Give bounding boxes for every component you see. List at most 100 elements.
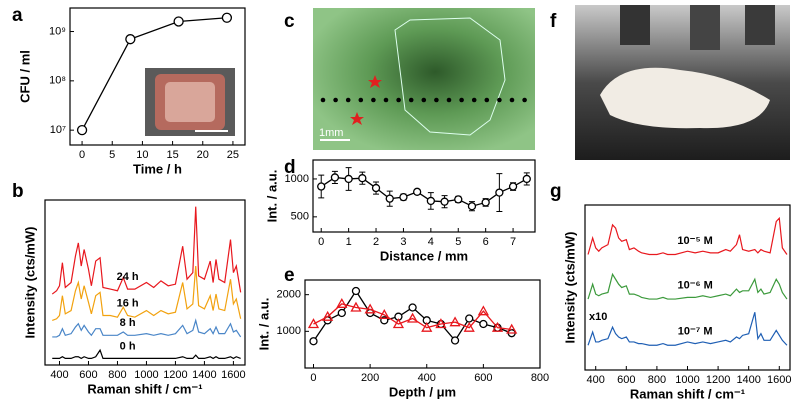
scan-dot <box>509 97 515 103</box>
y-tick-label: 10⁷ <box>50 124 66 136</box>
x-tick-label: 25 <box>227 149 239 161</box>
y-axis-label: Intensity (cts/mW) <box>22 227 37 339</box>
series-label: 0 h <box>120 340 136 352</box>
x-tick-label: 1400 <box>192 369 216 381</box>
x-tick-label: 800 <box>531 372 549 384</box>
marker <box>450 336 460 345</box>
x-axis-label: Time / h <box>133 161 182 176</box>
x-tick-label: 400 <box>50 369 68 381</box>
scan-dot <box>434 97 439 103</box>
marker <box>330 173 340 182</box>
x-tick-label: 3 <box>400 236 406 248</box>
marker <box>479 319 488 329</box>
marker <box>358 174 367 183</box>
scan-dot <box>383 97 389 103</box>
annotation: x10 <box>589 311 607 323</box>
objective <box>745 5 775 45</box>
marker <box>440 197 449 206</box>
x-tick-label: 0 <box>310 372 316 384</box>
x-tick-label: 20 <box>197 149 209 161</box>
x-tick-label: 1 <box>346 236 352 248</box>
x-tick-label: 800 <box>648 374 666 386</box>
x-tick-label: 400 <box>418 372 436 384</box>
series-label: 10⁻⁷ M <box>678 326 713 338</box>
x-tick-label: 1000 <box>134 369 158 381</box>
spectrum <box>52 318 242 338</box>
marker <box>309 337 318 346</box>
marker <box>351 286 361 296</box>
marker <box>317 182 326 191</box>
objective <box>690 5 720 50</box>
marker <box>371 183 381 193</box>
marker <box>336 298 348 308</box>
marker <box>412 187 422 196</box>
x-tick-label: 1400 <box>736 374 760 386</box>
y-tick-label: 2000 <box>277 289 301 301</box>
x-tick-label: 10 <box>136 149 148 161</box>
marker <box>481 198 490 207</box>
y-tick-label: 1000 <box>285 173 309 185</box>
plot-frame <box>44 199 246 366</box>
marker <box>221 12 233 23</box>
plot-frame <box>304 279 541 369</box>
x-tick-label: 1000 <box>675 374 699 386</box>
marker <box>408 303 417 312</box>
y-axis-label: CFU / ml <box>17 50 32 103</box>
marker <box>495 188 504 197</box>
marker <box>364 303 376 314</box>
marker <box>337 308 346 318</box>
scan-dot <box>333 97 338 103</box>
scan-dot <box>459 97 464 103</box>
inset-center <box>165 82 215 122</box>
marker <box>344 174 353 184</box>
y-tick-label: 10⁹ <box>49 25 66 37</box>
star <box>350 112 364 125</box>
panel-letter: a <box>12 5 23 26</box>
marker <box>435 318 447 329</box>
marker <box>467 202 477 211</box>
scan-dot <box>497 97 502 103</box>
series-line <box>320 176 528 207</box>
series-line <box>313 303 512 331</box>
marker <box>173 16 184 27</box>
x-tick-label: 15 <box>166 149 178 161</box>
marker <box>465 314 474 323</box>
tissue-image <box>313 8 535 150</box>
x-tick-label: 5 <box>455 236 461 248</box>
plot-frame <box>312 159 536 233</box>
marker <box>477 305 489 316</box>
y-axis-label: Int. / a.u. <box>256 298 271 351</box>
x-tick-label: 2 <box>373 236 379 248</box>
x-tick-label: 600 <box>79 369 97 381</box>
scan-dot <box>320 97 326 103</box>
marker <box>350 301 362 312</box>
marker <box>399 192 408 202</box>
y-axis-label: Intensity (cts/mW) <box>562 232 577 344</box>
x-tick-label: 6 <box>483 236 489 248</box>
series-label: 16 h <box>117 297 139 309</box>
objective <box>620 5 650 45</box>
x-axis-label: Distance / mm <box>380 248 468 263</box>
marker <box>392 318 405 329</box>
spectrum <box>52 265 242 322</box>
panel-letter: g <box>550 181 562 202</box>
marker <box>491 321 504 332</box>
x-tick-label: 7 <box>510 236 516 248</box>
x-tick-label: 600 <box>617 374 635 386</box>
marker <box>125 34 136 45</box>
annotation: 1mm <box>319 127 343 139</box>
scan-dot <box>358 97 364 103</box>
series-label: 24 h <box>117 271 139 283</box>
x-axis-label: Raman shift / cm⁻¹ <box>87 381 202 396</box>
series-label: 8 h <box>120 317 136 329</box>
panel-letter: f <box>550 11 557 32</box>
y-axis-label: Int. / a.u. <box>264 170 279 223</box>
marker <box>385 194 394 203</box>
spectrum <box>587 216 788 256</box>
panel-letter: d <box>284 157 296 178</box>
x-tick-label: 1600 <box>221 369 245 381</box>
y-tick-label: 1000 <box>277 325 301 337</box>
x-tick-label: 1200 <box>706 374 730 386</box>
x-tick-label: 1200 <box>163 369 187 381</box>
